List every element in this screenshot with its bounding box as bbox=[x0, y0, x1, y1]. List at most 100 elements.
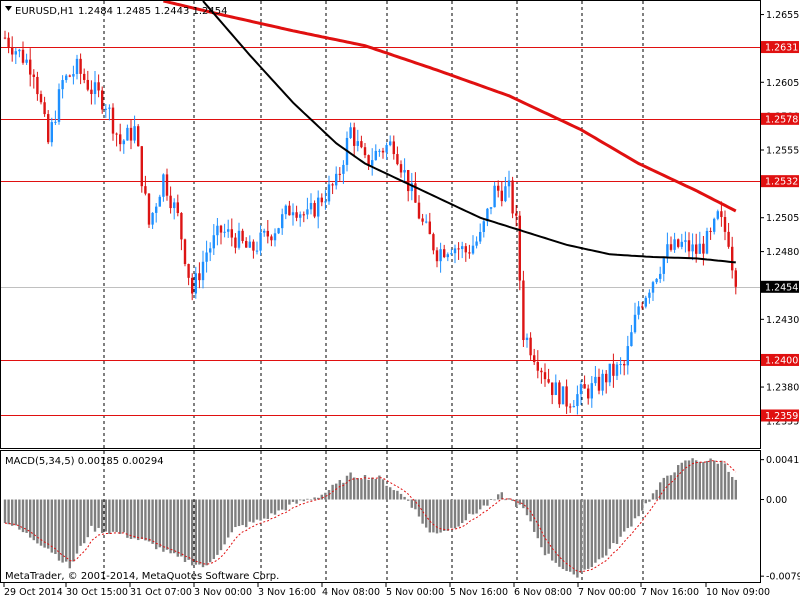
macd-histogram-bar bbox=[497, 494, 500, 500]
macd-histogram-bar bbox=[576, 499, 579, 578]
macd-histogram-bar bbox=[14, 499, 17, 526]
candle-body bbox=[338, 173, 341, 175]
macd-histogram-bar bbox=[327, 489, 331, 500]
macd-histogram-bar bbox=[219, 499, 223, 551]
candle-body bbox=[284, 205, 287, 215]
macd-histogram-bar bbox=[511, 499, 514, 501]
macd-histogram-bar bbox=[133, 499, 136, 539]
macd-histogram-bar bbox=[284, 499, 287, 511]
macd-histogram-bar bbox=[371, 477, 374, 500]
candle-body bbox=[14, 51, 17, 55]
macd-histogram-bar bbox=[695, 460, 698, 500]
macd-histogram-bar bbox=[702, 461, 705, 500]
candle-body bbox=[590, 383, 593, 399]
candle-body bbox=[637, 306, 640, 315]
main-plot-frame bbox=[0, 0, 761, 449]
macd-histogram-bar bbox=[525, 499, 529, 516]
macd-histogram-bar bbox=[385, 485, 388, 500]
macd-histogram-bar bbox=[626, 499, 629, 529]
macd-histogram-bar bbox=[407, 499, 410, 501]
candle-body bbox=[587, 388, 590, 399]
macd-histogram-bar bbox=[421, 499, 424, 524]
candle-body bbox=[273, 233, 277, 241]
macd-histogram-bar bbox=[263, 499, 266, 519]
macd-histogram-bar bbox=[32, 499, 35, 541]
macd-histogram-bar bbox=[691, 458, 694, 500]
candle-body bbox=[75, 58, 79, 75]
macd-histogram-bar bbox=[540, 499, 543, 548]
candle-body bbox=[32, 74, 35, 77]
macd-histogram-bar bbox=[378, 475, 381, 500]
candle-body bbox=[245, 240, 248, 248]
candle-body bbox=[324, 201, 327, 203]
macd-histogram-bar bbox=[680, 462, 683, 500]
candle-body bbox=[176, 202, 179, 214]
macd-histogram-bar bbox=[313, 497, 316, 500]
candle-body bbox=[259, 232, 262, 251]
candle-body bbox=[277, 228, 280, 234]
candle-body bbox=[511, 180, 514, 214]
candle-body bbox=[97, 82, 100, 91]
candle-body bbox=[651, 282, 655, 293]
level-price-flag bbox=[761, 41, 799, 54]
macd-histogram-bar bbox=[637, 499, 640, 517]
macd-histogram-bar bbox=[374, 479, 377, 500]
macd-histogram-bar bbox=[579, 499, 583, 573]
candle-body bbox=[237, 230, 241, 248]
macd-histogram-bar bbox=[248, 499, 251, 522]
candle-body bbox=[579, 384, 583, 395]
dropdown-triangle-icon[interactable] bbox=[5, 6, 12, 11]
candle-body bbox=[734, 270, 737, 287]
macd-histogram-bar bbox=[255, 499, 259, 520]
ohlc-label: 1.2484 1.2485 1.2443 1.2454 bbox=[78, 6, 228, 17]
macd-histogram-bar bbox=[21, 499, 25, 533]
candle-body bbox=[360, 141, 363, 148]
candle-body bbox=[669, 244, 673, 250]
macd-histogram-bar bbox=[633, 499, 637, 519]
candle-body bbox=[558, 382, 561, 405]
candle-body bbox=[727, 231, 730, 247]
candle-body bbox=[522, 280, 525, 341]
candle-body bbox=[180, 213, 183, 240]
level-price-flag bbox=[761, 409, 799, 422]
candle-body bbox=[464, 246, 467, 253]
macd-histogram-bar bbox=[468, 499, 471, 514]
candle-body bbox=[302, 214, 305, 216]
time-tick-label: 3 Nov 16:00 bbox=[258, 587, 316, 598]
candle-body bbox=[309, 202, 313, 210]
candle-body bbox=[407, 170, 410, 192]
candle-body bbox=[7, 37, 10, 48]
macd-histogram-bar bbox=[666, 475, 669, 500]
level-price-flag-label: 1.2400 bbox=[765, 355, 798, 366]
macd-histogram-bar bbox=[349, 472, 352, 500]
candle-body bbox=[169, 195, 172, 209]
candle-body bbox=[504, 186, 507, 202]
time-tick-label: 5 Nov 16:00 bbox=[450, 587, 508, 598]
macd-histogram-bar bbox=[619, 499, 622, 537]
macd-tick-label: -0.0079 bbox=[766, 572, 800, 583]
candle-body bbox=[626, 346, 629, 366]
macd-plot-frame bbox=[0, 450, 761, 583]
candle-body bbox=[137, 126, 140, 147]
macd-histogram-bar bbox=[223, 499, 226, 545]
candle-body bbox=[65, 75, 68, 81]
candle-body bbox=[187, 264, 190, 278]
macd-histogram-bar bbox=[25, 499, 28, 533]
macd-histogram-bar bbox=[709, 458, 712, 500]
macd-histogram-bar bbox=[425, 499, 428, 528]
macd-histogram-bar bbox=[648, 499, 651, 502]
macd-histogram-bar bbox=[705, 460, 709, 500]
candle-body bbox=[288, 205, 291, 216]
macd-panel bbox=[3, 458, 737, 578]
time-tick-label: 29 Oct 2014 bbox=[4, 587, 63, 598]
candle-body bbox=[306, 209, 309, 215]
candle-body bbox=[371, 160, 374, 166]
macd-histogram-bar bbox=[662, 477, 665, 500]
candle-body bbox=[453, 248, 457, 254]
candle-body bbox=[439, 249, 442, 262]
macd-histogram-bar bbox=[493, 499, 496, 501]
candle-body bbox=[720, 211, 723, 218]
candle-body bbox=[518, 215, 521, 281]
candle-body bbox=[403, 170, 406, 173]
